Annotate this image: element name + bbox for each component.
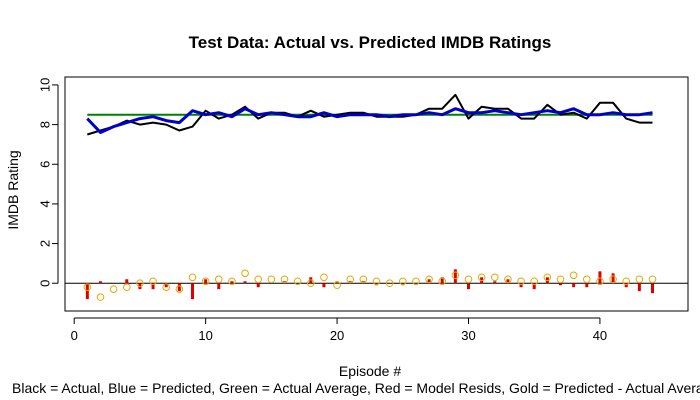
pred-minus-avg-point bbox=[136, 279, 144, 288]
pred-minus-avg-point bbox=[648, 275, 657, 284]
pred-minus-avg-point bbox=[438, 277, 447, 286]
x-tick-label: 0 bbox=[71, 328, 78, 343]
x-axis-label: Episode # bbox=[339, 363, 401, 379]
pred-minus-avg-point bbox=[359, 275, 368, 284]
pred-minus-avg-point bbox=[596, 277, 604, 286]
pred-minus-avg-point bbox=[254, 275, 263, 284]
pred-minus-avg-point bbox=[517, 277, 525, 286]
pred-minus-avg-point bbox=[122, 283, 131, 292]
y-tick-label: 4 bbox=[38, 200, 53, 207]
y-tick-label: 2 bbox=[38, 240, 53, 247]
pred-minus-avg-point bbox=[490, 273, 499, 282]
pred-minus-avg-point bbox=[385, 279, 394, 288]
pred-minus-avg-point bbox=[228, 277, 236, 286]
y-tick-label: 0 bbox=[38, 280, 53, 287]
pred-minus-avg-point bbox=[425, 275, 433, 284]
pred-minus-avg-point bbox=[477, 273, 486, 282]
pred-minus-avg-point bbox=[635, 275, 644, 284]
pred-minus-avg-point bbox=[306, 279, 315, 288]
pred-minus-avg-point bbox=[346, 275, 355, 284]
pred-minus-avg-point bbox=[622, 277, 631, 286]
x-tick-label: 20 bbox=[330, 328, 344, 343]
pred-minus-avg-point bbox=[504, 275, 512, 284]
pred-minus-avg-point bbox=[556, 275, 565, 284]
pred-minus-avg-point bbox=[320, 273, 328, 282]
pred-minus-avg-point bbox=[201, 277, 210, 286]
chart-title: Test Data: Actual vs. Predicted IMDB Rat… bbox=[189, 33, 552, 52]
pred-minus-avg-point bbox=[83, 283, 92, 292]
predicted-line bbox=[86, 107, 653, 134]
pred-minus-avg-point bbox=[241, 269, 249, 278]
pred-minus-avg-point bbox=[109, 285, 118, 293]
pred-minus-avg-point bbox=[188, 273, 197, 282]
pred-minus-avg-point bbox=[398, 277, 407, 286]
pred-minus-avg-point bbox=[293, 277, 302, 286]
plot-frame bbox=[64, 76, 689, 312]
legend-caption: Black = Actual, Blue = Predicted, Green … bbox=[12, 380, 700, 396]
pred-minus-avg-point bbox=[609, 275, 617, 284]
y-tick-label: 10 bbox=[38, 78, 53, 92]
pred-minus-avg-point bbox=[162, 283, 171, 292]
pred-minus-avg-point bbox=[372, 277, 381, 286]
pred-minus-avg-point bbox=[569, 271, 578, 280]
pred-minus-avg-point bbox=[149, 277, 157, 286]
pred-minus-avg-point bbox=[582, 275, 591, 284]
y-axis-label: IMDB Rating bbox=[5, 150, 21, 229]
pred-minus-avg-point bbox=[412, 277, 420, 286]
x-tick-label: 30 bbox=[461, 328, 475, 343]
x-tick-label: 10 bbox=[198, 328, 212, 343]
pred-minus-avg-point bbox=[175, 285, 184, 293]
plot-area bbox=[65, 93, 688, 301]
pred-minus-avg-point bbox=[280, 275, 289, 284]
pred-minus-avg-point bbox=[333, 281, 341, 290]
pred-minus-avg-point bbox=[451, 271, 460, 280]
pred-minus-avg-point bbox=[214, 275, 223, 284]
y-tick-label: 6 bbox=[38, 161, 53, 168]
pred-minus-avg-point bbox=[96, 293, 105, 301]
pred-minus-avg-point bbox=[530, 277, 539, 286]
y-tick-label: 8 bbox=[38, 121, 53, 128]
pred-minus-avg-point bbox=[543, 273, 552, 282]
pred-minus-avg-point bbox=[267, 275, 276, 284]
pred-minus-avg-point bbox=[464, 275, 473, 284]
x-tick-label: 40 bbox=[593, 328, 607, 343]
